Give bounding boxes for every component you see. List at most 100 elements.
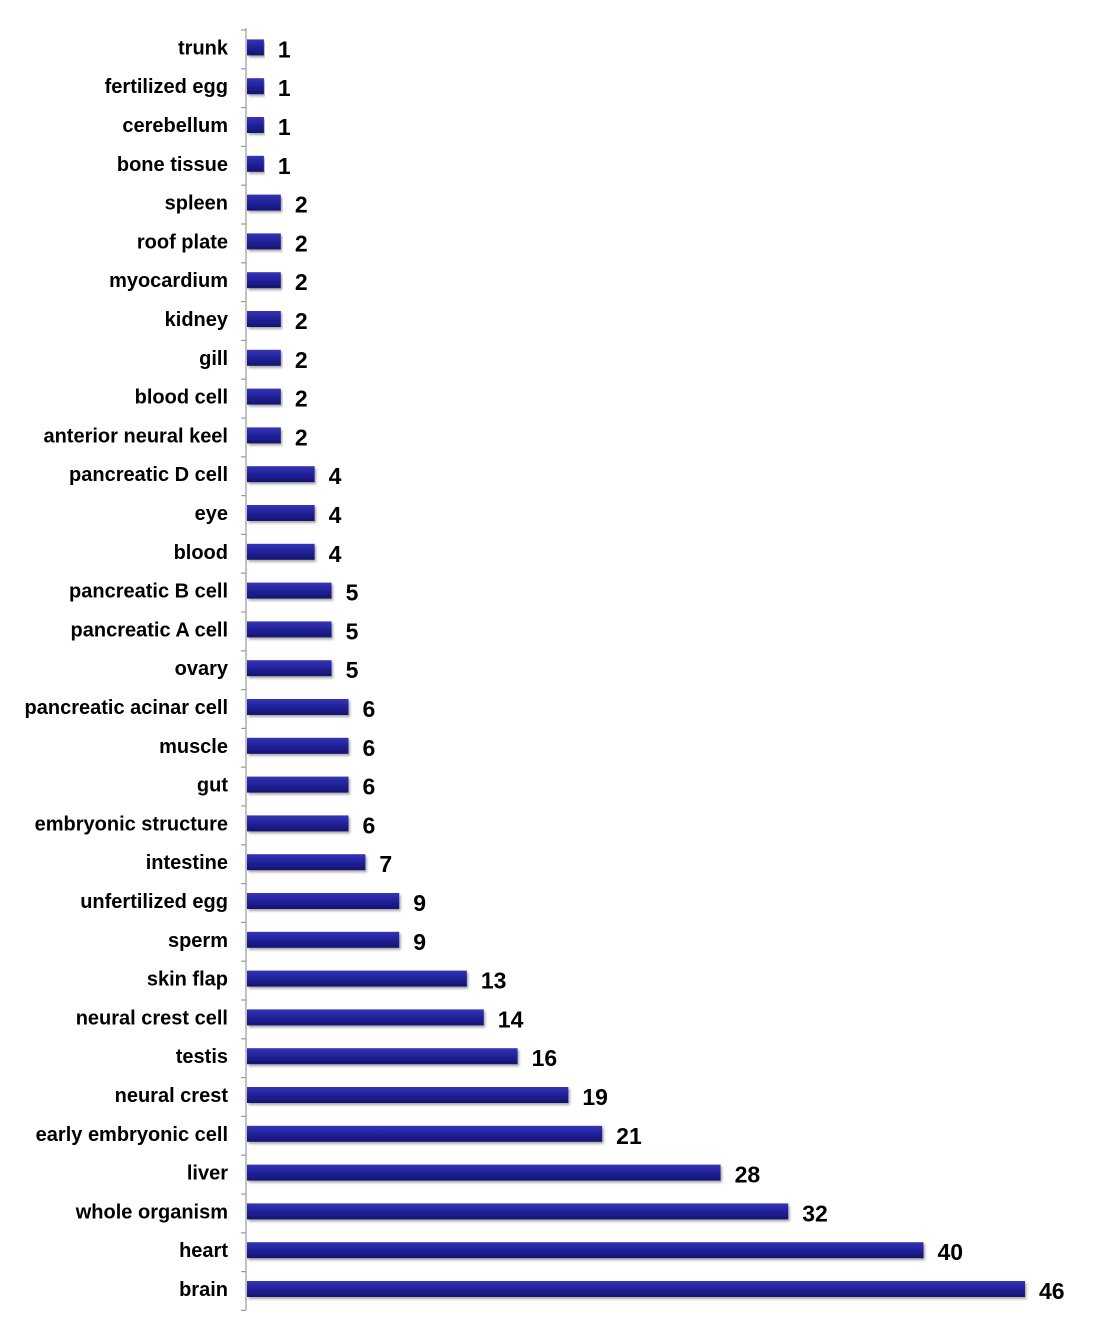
bar-pancreatic-B-cell bbox=[247, 582, 332, 599]
data-label: 6 bbox=[362, 735, 375, 761]
category-label: gill bbox=[199, 348, 228, 370]
bar-whole-organism bbox=[247, 1203, 789, 1220]
data-label: 5 bbox=[346, 657, 359, 683]
data-label: 2 bbox=[295, 424, 308, 450]
bar-unfertilized-egg bbox=[247, 893, 400, 909]
category-label: pancreatic A cell bbox=[71, 619, 228, 641]
bar-liver bbox=[247, 1164, 721, 1181]
bars-group bbox=[247, 39, 1025, 1297]
data-label: 32 bbox=[802, 1200, 828, 1226]
bar-blood-cell bbox=[247, 388, 281, 405]
category-label: spleen bbox=[165, 193, 228, 215]
data-label: 1 bbox=[278, 153, 291, 179]
bar-kidney bbox=[247, 311, 281, 327]
data-label: 16 bbox=[532, 1045, 558, 1071]
bar-neural-crest-cell bbox=[247, 1009, 484, 1026]
category-label: roof plate bbox=[137, 231, 228, 253]
data-label: 1 bbox=[278, 75, 291, 101]
bar-blood bbox=[247, 543, 315, 560]
bar-pancreatic-A-cell bbox=[247, 621, 332, 638]
bar-neural-crest bbox=[247, 1087, 569, 1103]
bar-gill bbox=[247, 349, 281, 366]
category-labels-group: trunk fertilized egg cerebellum bone tissue… bbox=[25, 37, 229, 1301]
category-label: neural crest cell bbox=[76, 1007, 228, 1029]
bar-pancreatic-D-cell bbox=[247, 466, 315, 483]
data-label: 28 bbox=[735, 1162, 761, 1188]
data-labels-group: 1111222222244455566667991314161921283240… bbox=[278, 36, 1065, 1304]
category-label: liver bbox=[187, 1163, 228, 1185]
bar-intestine bbox=[247, 854, 366, 871]
data-label: 40 bbox=[938, 1239, 964, 1265]
bar-embryonic-structure bbox=[247, 815, 349, 832]
bar-bone-tissue bbox=[247, 155, 264, 172]
data-label: 2 bbox=[295, 192, 308, 218]
data-label: 46 bbox=[1039, 1278, 1065, 1304]
bar-pancreatic-acinar-cell bbox=[247, 699, 349, 715]
bar-spleen bbox=[247, 194, 281, 211]
data-label: 14 bbox=[498, 1006, 524, 1032]
data-label: 19 bbox=[582, 1084, 608, 1110]
bar-cerebellum bbox=[247, 117, 264, 133]
category-label: unfertilized egg bbox=[80, 891, 228, 913]
bar-ovary bbox=[247, 660, 332, 677]
data-label: 6 bbox=[362, 696, 375, 722]
category-label: blood cell bbox=[135, 387, 228, 409]
category-label: pancreatic acinar cell bbox=[25, 697, 228, 719]
category-label: early embryonic cell bbox=[36, 1124, 228, 1146]
data-label: 1 bbox=[278, 114, 291, 140]
category-label: myocardium bbox=[109, 270, 228, 292]
category-label: heart bbox=[179, 1240, 228, 1262]
category-label: kidney bbox=[165, 309, 229, 331]
data-label: 2 bbox=[295, 386, 308, 412]
bar-sperm bbox=[247, 931, 400, 948]
bar-eye bbox=[247, 505, 315, 521]
category-label: fertilized egg bbox=[105, 76, 228, 98]
category-label: bone tissue bbox=[117, 154, 228, 176]
bar-gut bbox=[247, 776, 349, 793]
category-label: trunk bbox=[178, 37, 229, 59]
data-label: 5 bbox=[346, 580, 359, 606]
bar-testis bbox=[247, 1048, 518, 1065]
category-label: cerebellum bbox=[122, 115, 228, 137]
data-label: 4 bbox=[329, 502, 342, 528]
category-label: skin flap bbox=[147, 969, 228, 991]
data-label: 5 bbox=[346, 618, 359, 644]
bar-brain bbox=[247, 1281, 1025, 1297]
bar-heart bbox=[247, 1242, 924, 1259]
data-label: 9 bbox=[413, 890, 426, 916]
data-label: 2 bbox=[295, 308, 308, 334]
category-label: ovary bbox=[175, 658, 229, 680]
data-label: 4 bbox=[329, 463, 342, 489]
bar-roof-plate bbox=[247, 233, 281, 250]
category-label: muscle bbox=[159, 736, 228, 758]
data-label: 21 bbox=[616, 1123, 642, 1149]
data-label: 7 bbox=[379, 851, 392, 877]
category-label: anterior neural keel bbox=[43, 425, 228, 447]
category-label: intestine bbox=[146, 852, 228, 874]
category-label: gut bbox=[197, 775, 228, 797]
category-label: testis bbox=[176, 1046, 228, 1068]
data-label: 13 bbox=[481, 968, 507, 994]
category-label: pancreatic B cell bbox=[69, 581, 228, 603]
data-label: 4 bbox=[329, 541, 342, 567]
category-label: pancreatic D cell bbox=[69, 464, 228, 486]
data-label: 9 bbox=[413, 929, 426, 955]
data-label: 2 bbox=[295, 230, 308, 256]
category-label: neural crest bbox=[115, 1085, 229, 1107]
axis-ticks-group bbox=[241, 29, 246, 1312]
bar-trunk bbox=[247, 39, 264, 56]
category-label: blood bbox=[174, 542, 228, 564]
category-label: embryonic structure bbox=[35, 813, 228, 835]
bar-skin-flap bbox=[247, 970, 467, 987]
bar-myocardium bbox=[247, 272, 281, 289]
data-label: 6 bbox=[362, 774, 375, 800]
category-label: whole organism bbox=[75, 1201, 228, 1223]
bar-muscle bbox=[247, 737, 349, 754]
bar-anterior-neural-keel bbox=[247, 427, 281, 444]
data-label: 1 bbox=[278, 36, 291, 62]
bar-early-embryonic-cell bbox=[247, 1125, 603, 1142]
category-label: brain bbox=[179, 1279, 228, 1301]
category-label: sperm bbox=[168, 930, 228, 952]
data-label: 2 bbox=[295, 269, 308, 295]
